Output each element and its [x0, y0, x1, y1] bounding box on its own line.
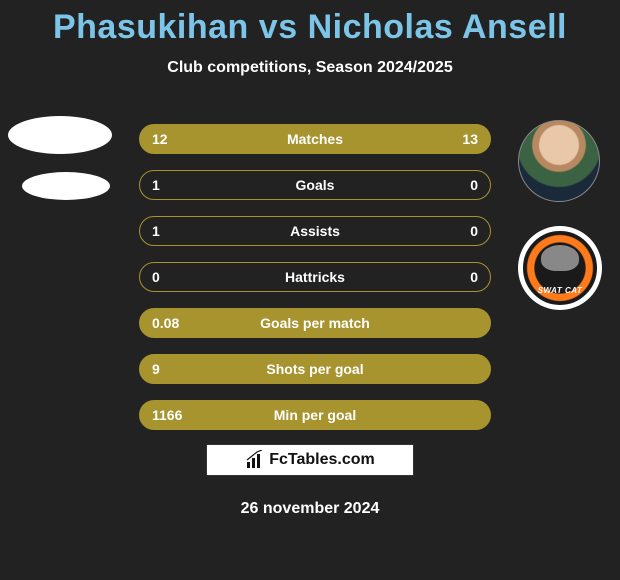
stat-right-value: 0 [418, 223, 478, 239]
stat-right-value: 13 [418, 131, 478, 147]
stat-label: Shots per goal [212, 361, 418, 377]
player1-club-placeholder [22, 172, 110, 200]
stat-row: 1Assists0 [139, 216, 491, 246]
stat-row: 0.08Goals per match [139, 308, 491, 338]
brand-box: FcTables.com [206, 444, 414, 476]
stat-left-value: 1 [152, 177, 212, 193]
subtitle: Club competitions, Season 2024/2025 [0, 59, 620, 77]
stat-label: Matches [212, 131, 418, 147]
stat-label: Goals [212, 177, 418, 193]
stat-right-value: 0 [418, 269, 478, 285]
stat-left-value: 0 [152, 269, 212, 285]
player1-avatar-placeholder [8, 116, 112, 154]
player2-club-logo: SWAT CAT [518, 226, 602, 310]
vs-separator: vs [259, 8, 298, 46]
footer-date: 26 november 2024 [0, 500, 620, 518]
stat-label: Min per goal [212, 407, 418, 423]
stat-row: 0Hattricks0 [139, 262, 491, 292]
stat-right-value: 0 [418, 177, 478, 193]
stat-row: 12Matches13 [139, 124, 491, 154]
player1-name: Phasukihan [53, 8, 249, 46]
brand-text: FcTables.com [269, 451, 375, 469]
stats-table: 12Matches131Goals01Assists00Hattricks00.… [139, 124, 491, 446]
comparison-title: Phasukihan vs Nicholas Ansell [0, 0, 620, 47]
stat-row: 1Goals0 [139, 170, 491, 200]
club-logo-text: SWAT CAT [538, 286, 583, 295]
stat-row: 9Shots per goal [139, 354, 491, 384]
stat-label: Goals per match [212, 315, 418, 331]
stat-left-value: 0.08 [152, 315, 212, 331]
stat-left-value: 1166 [152, 407, 212, 423]
player1-avatars [8, 116, 112, 218]
stat-row: 1166Min per goal [139, 400, 491, 430]
player2-name: Nicholas Ansell [308, 8, 567, 46]
stat-left-value: 1 [152, 223, 212, 239]
stat-left-value: 12 [152, 131, 212, 147]
stat-label: Assists [212, 223, 418, 239]
player2-photo [518, 120, 600, 202]
player2-avatars: SWAT CAT [518, 120, 602, 310]
stat-left-value: 9 [152, 361, 212, 377]
stat-label: Hattricks [212, 269, 418, 285]
bar-chart-icon [245, 450, 265, 470]
